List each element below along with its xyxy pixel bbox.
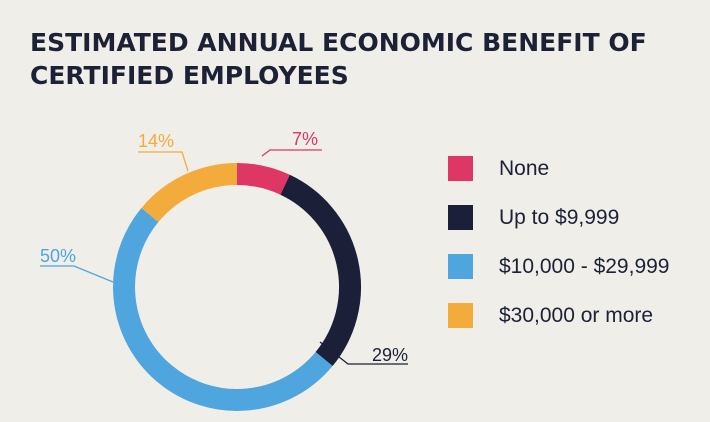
leader-line-10000-29999 [40,265,114,283]
leader-line-30000-or-more [138,151,189,172]
pct-label-none: 7% [292,129,318,149]
legend-swatch-30000-or-more [448,303,473,328]
donut-slice-none [236,163,290,195]
legend-item-10000-29999: $10,000 - $29,999 [448,242,669,291]
leader-line-none [261,149,322,157]
legend-swatch-up-to-9999 [448,205,473,230]
chart-title-line-1: ESTIMATED ANNUAL ECONOMIC BENEFIT OF [30,28,647,57]
chart-title-line-2: CERTIFIED EMPLOYEES [30,61,349,90]
legend-item-up-to-9999: Up to $9,999 [448,193,669,242]
legend: None Up to $9,999 $10,000 - $29,999 $30,… [448,144,669,340]
legend-item-none: None [448,144,669,193]
donut-slice-10000-29999 [113,207,333,411]
legend-label-30000-or-more: $30,000 or more [499,303,654,327]
legend-label-none: None [499,156,550,180]
legend-swatch-10000-29999 [448,254,473,279]
legend-swatch-none [448,156,473,181]
pct-label-up-to-9999: 29% [372,345,408,365]
pct-label-10000-29999: 50% [40,246,76,266]
donut-slice-30000-or-more [141,163,238,223]
pct-label-30000-or-more: 14% [138,131,174,151]
legend-item-30000-or-more: $30,000 or more [448,291,669,340]
donut-slice-up-to-9999 [280,174,361,367]
leader-line-up-to-9999 [319,341,408,365]
legend-label-up-to-9999: Up to $9,999 [499,205,620,229]
legend-label-10000-29999: $10,000 - $29,999 [499,254,670,278]
chart-title: ESTIMATED ANNUAL ECONOMIC BENEFIT OF CER… [30,26,690,92]
